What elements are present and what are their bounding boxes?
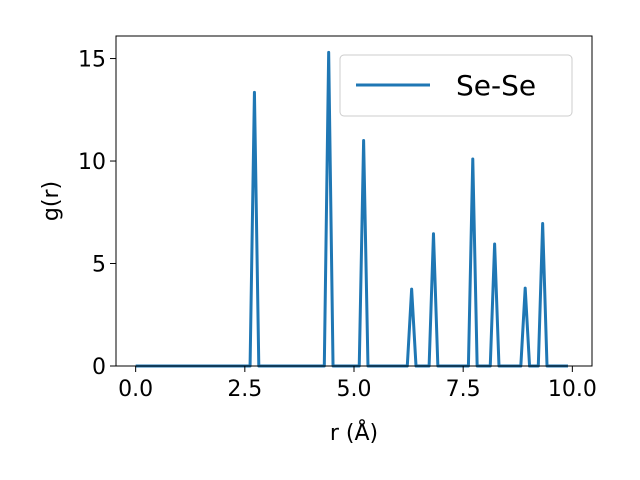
y-tick-label: 10	[78, 150, 106, 175]
x-tick-label: 0.0	[118, 377, 153, 402]
x-tick-label: 10.0	[548, 377, 597, 402]
x-axis-ticks: 0.0 2.5 5.0 7.5 10.0	[118, 366, 597, 402]
axes-frame	[115, 35, 593, 367]
y-axis-ticks: 0 5 10 15	[78, 48, 116, 380]
x-axis-label: r (Å)	[330, 419, 378, 446]
legend-box	[339, 54, 573, 117]
y-axis-label: g(r)	[39, 181, 64, 221]
x-tick-label: 7.5	[446, 377, 481, 402]
y-tick-label: 15	[78, 48, 106, 73]
x-tick-label: 2.5	[227, 377, 262, 402]
y-tick-label: 0	[92, 355, 106, 380]
legend: Se-Se	[339, 54, 573, 117]
legend-label-se-se: Se-Se	[456, 69, 536, 102]
y-tick-label: 5	[92, 253, 106, 278]
plot-area	[135, 50, 568, 368]
x-tick-label: 5.0	[337, 377, 372, 402]
series-line-0	[135, 50, 568, 368]
